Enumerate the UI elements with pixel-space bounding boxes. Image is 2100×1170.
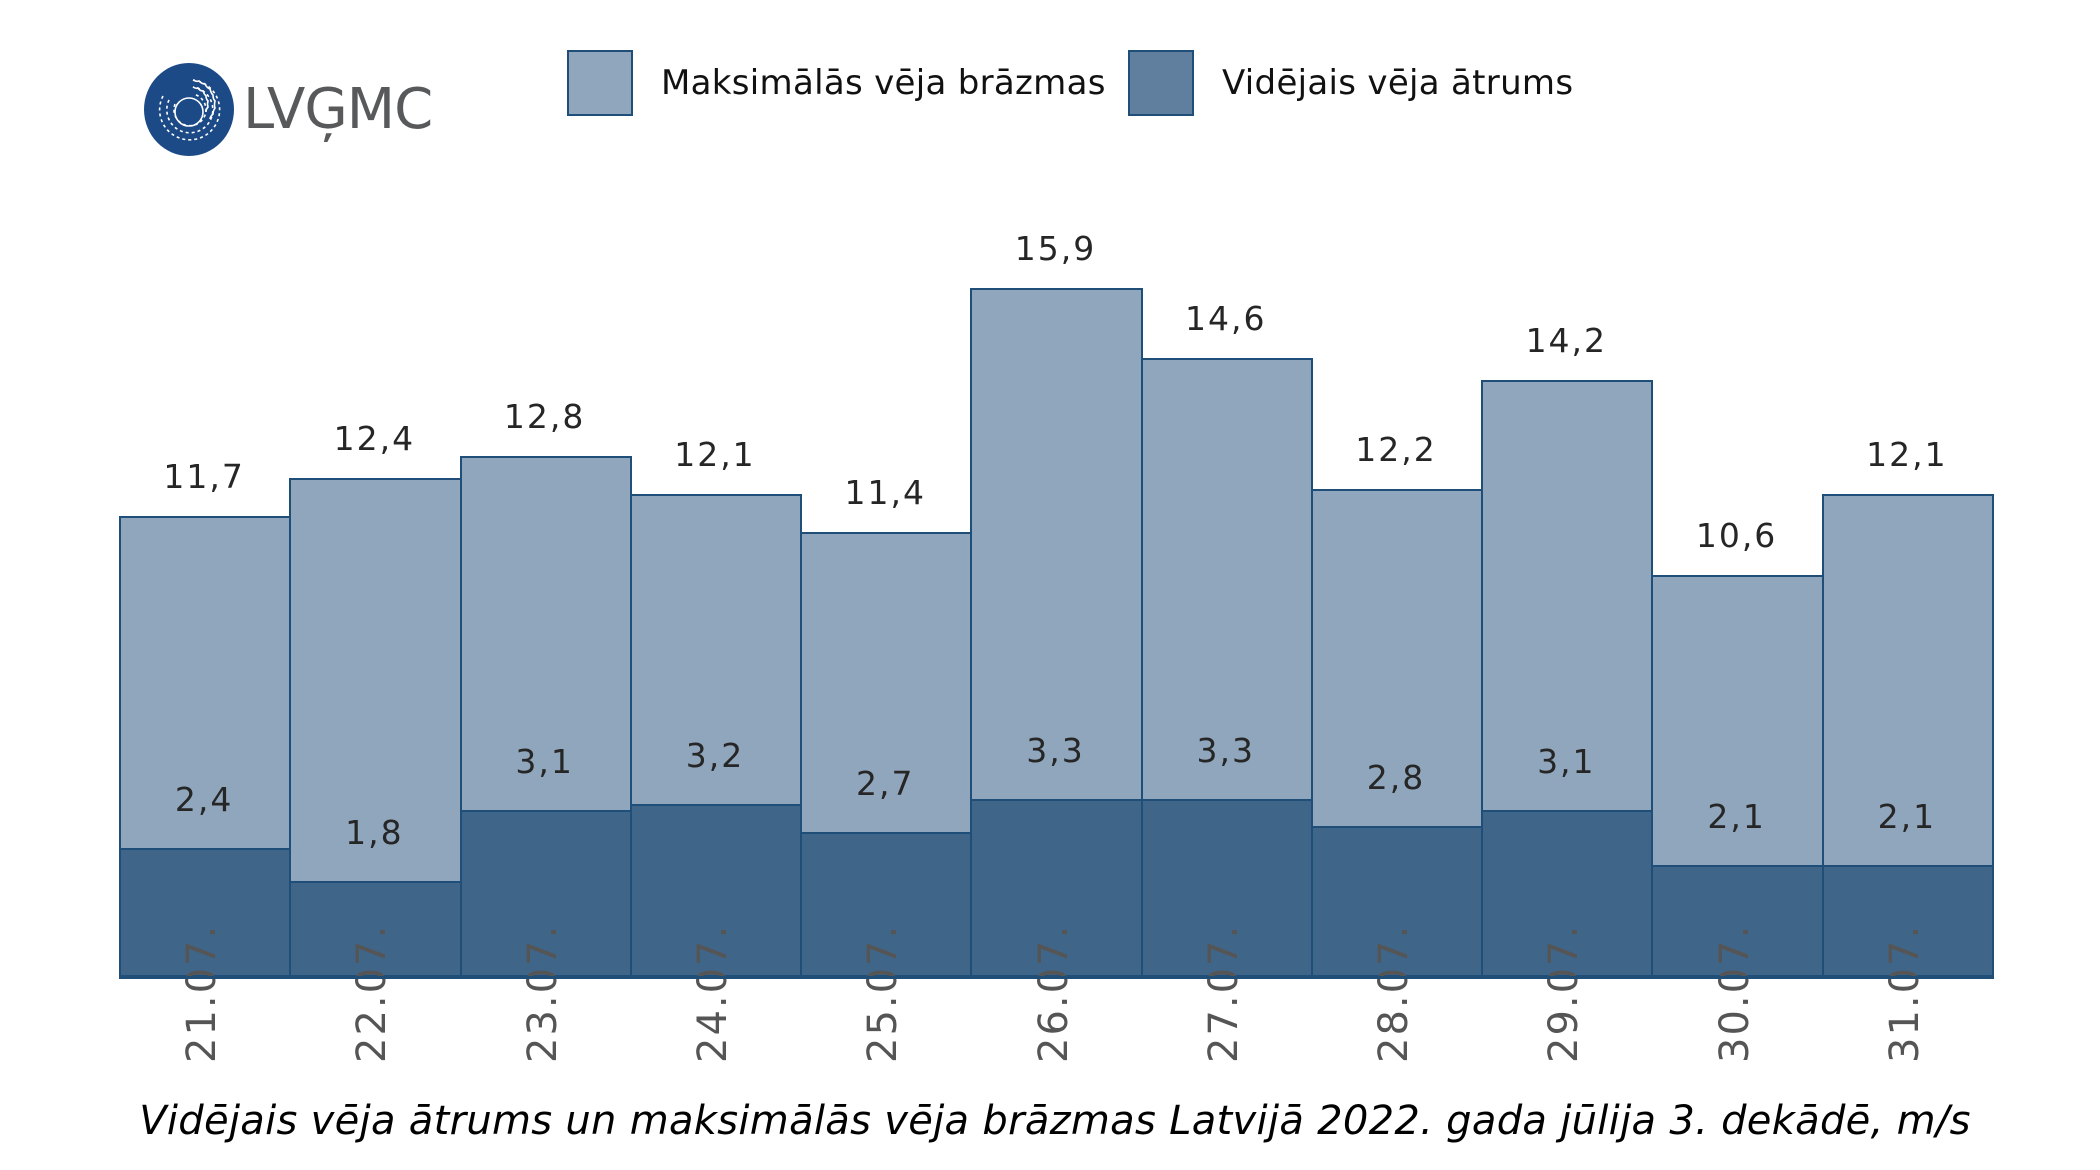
legend-label-avg: Vidējais vēja ātrums	[1222, 63, 1574, 103]
logo-text: LVĢMC	[243, 77, 433, 142]
value-label-avg: 2,8	[1366, 758, 1426, 798]
value-label-max: 10,6	[1695, 516, 1778, 556]
chart-caption: Vidējais vēja ātrums un maksimālās vēja …	[139, 1098, 1971, 1144]
value-label-avg: 2,1	[1707, 796, 1766, 836]
bar-avg-speed	[970, 798, 1143, 977]
x-axis-label: 27.07.	[1200, 923, 1247, 1063]
value-label-avg: 3,3	[1196, 730, 1255, 770]
x-axis-label: 31.07.	[1881, 923, 1928, 1063]
bar-avg-speed	[800, 831, 973, 977]
value-label-avg: 2,7	[855, 763, 915, 803]
value-label-avg: 2,1	[1877, 796, 1937, 836]
value-label-avg: 1,8	[345, 812, 404, 852]
value-label-avg: 3,3	[1026, 730, 1085, 770]
value-label-avg: 3,2	[685, 736, 745, 776]
value-label-max: 14,6	[1185, 299, 1267, 339]
bar-avg-speed	[1821, 864, 1994, 977]
value-label-avg: 3,1	[515, 741, 574, 781]
x-axis-label: 23.07.	[519, 923, 566, 1063]
lvgmc-emblem-icon	[144, 63, 234, 156]
x-axis-label: 26.07.	[1030, 923, 1077, 1063]
x-axis-label: 30.07.	[1711, 923, 1758, 1063]
value-label-avg: 2,4	[174, 780, 234, 820]
value-label-max: 12,8	[503, 396, 586, 436]
value-label-max: 11,7	[163, 456, 245, 496]
bar-avg-speed	[119, 848, 292, 977]
value-label-max: 11,4	[844, 472, 926, 512]
bar-avg-speed	[459, 809, 632, 977]
legend-avg-speed: Vidējais vēja ātrums	[1128, 49, 1573, 117]
value-label-max: 12,4	[333, 418, 416, 458]
legend-swatch-max	[567, 50, 633, 116]
value-label-avg: 3,1	[1537, 741, 1596, 781]
x-axis-label: 22.07.	[349, 923, 396, 1063]
x-axis-label: 29.07.	[1541, 923, 1588, 1063]
bar-avg-speed	[1481, 809, 1654, 977]
value-label-max: 14,2	[1525, 320, 1608, 360]
legend-max-gusts: Maksimālās vēja brāzmas	[567, 49, 1106, 117]
bar-avg-speed	[1310, 826, 1484, 977]
x-axis-label: 24.07.	[689, 923, 736, 1063]
legend-swatch-avg	[1128, 50, 1194, 116]
bar-avg-speed	[289, 880, 462, 977]
value-label-max: 15,9	[1014, 228, 1097, 268]
value-label-max: 12,1	[1866, 434, 1948, 474]
lvgmc-logo: LVĢMC	[143, 62, 453, 162]
value-label-max: 12,1	[674, 434, 756, 474]
legend-label-max: Maksimālās vēja brāzmas	[661, 63, 1106, 103]
x-axis-label: 25.07.	[860, 923, 907, 1063]
x-axis-label: 28.07.	[1371, 923, 1418, 1063]
x-axis-line	[119, 976, 1994, 979]
x-axis-label: 21.07.	[179, 923, 226, 1063]
value-label-max: 12,2	[1355, 429, 1437, 469]
